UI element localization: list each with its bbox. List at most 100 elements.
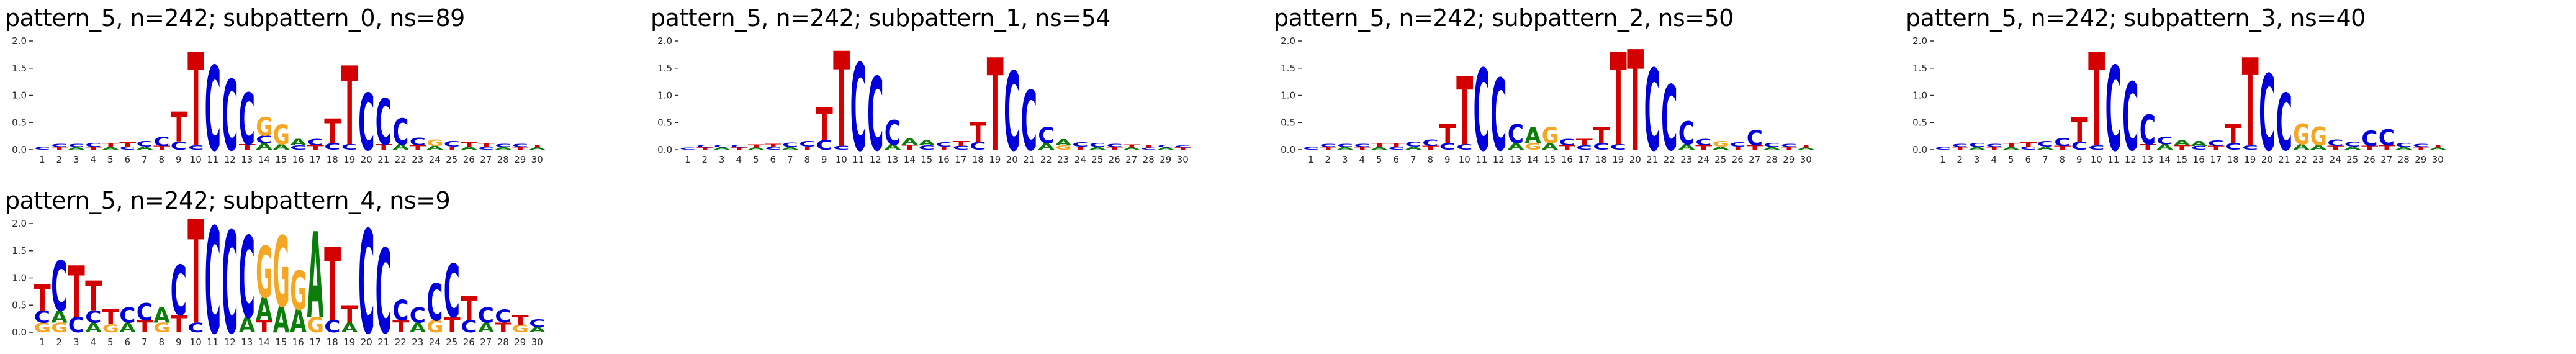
logo-letter-T: T bbox=[478, 142, 495, 148]
x-tick-label: 18 bbox=[327, 154, 338, 165]
logo-letter-T: T bbox=[2361, 145, 2379, 151]
x-tick-label: 23 bbox=[412, 154, 423, 165]
logo-letter-C: C bbox=[1610, 143, 1626, 152]
x-tick-label: 23 bbox=[1057, 154, 1069, 165]
logo-svg: 0.00.51.01.52.01 2 3 4 5 6 7 8 9 10 11 12 13 14 15 16 17… bbox=[1912, 27, 2447, 178]
x-tick-label: 13 bbox=[241, 154, 253, 165]
logo-letter-A: A bbox=[2003, 146, 2020, 150]
x-tick-label: 6 bbox=[124, 337, 130, 348]
x-tick-label: 3 bbox=[1974, 154, 1980, 165]
logo-letter-C: C bbox=[410, 135, 426, 148]
logo-letter-A: A bbox=[273, 143, 290, 152]
logo-letter-C: C bbox=[290, 145, 306, 152]
logo-letter-A: A bbox=[119, 320, 137, 336]
logo-letter-A: A bbox=[2174, 138, 2191, 147]
x-tick-label: 19 bbox=[343, 337, 355, 348]
logo-letter-G: G bbox=[426, 317, 443, 337]
x-tick-label: 24 bbox=[1698, 154, 1709, 165]
logo-letter-A: A bbox=[102, 146, 119, 150]
logo-letter-T: T bbox=[816, 98, 833, 150]
logo-letter-C: C bbox=[885, 113, 901, 153]
logo-letter-G: G bbox=[1055, 144, 1072, 151]
logo-letter-A: A bbox=[1763, 146, 1780, 150]
logo-letter-T: T bbox=[2242, 34, 2259, 170]
x-tick-label: 13 bbox=[241, 337, 253, 348]
logo-letter-T: T bbox=[444, 313, 461, 337]
logo-letter-A: A bbox=[290, 304, 307, 340]
x-tick-label: 6 bbox=[2025, 154, 2031, 165]
logo-letter-T: T bbox=[2020, 141, 2037, 148]
y-tick-label: 0.0 bbox=[12, 327, 27, 338]
logo-letter-C: C bbox=[1729, 141, 1745, 148]
logo-letter-T: T bbox=[85, 272, 102, 320]
logo-letter-C: C bbox=[1174, 145, 1191, 148]
logo-letter-T: T bbox=[461, 141, 477, 148]
x-tick-label: 26 bbox=[1109, 154, 1120, 165]
y-tick-label: 1.5 bbox=[1281, 63, 1295, 74]
y-tick-label: 0.5 bbox=[1281, 117, 1295, 128]
logo-letter-T: T bbox=[1371, 142, 1389, 148]
logo-letter-A: A bbox=[1337, 146, 1354, 150]
x-tick-label: 27 bbox=[2380, 154, 2392, 165]
x-tick-label: 5 bbox=[107, 337, 114, 348]
sequence-logo-plot: 0.0 0.5 1.0 1.5 2.0 1 2 3 4 5 6 7 8 9 10 11 12 13 14 15 16 17… bbox=[651, 25, 1271, 179]
x-tick-label: 12 bbox=[224, 337, 236, 348]
logo-letter-A: A bbox=[461, 145, 478, 150]
logo-letter-C: C bbox=[1490, 59, 1506, 170]
x-tick-label: 6 bbox=[770, 154, 776, 165]
y-tick-label: 1.5 bbox=[12, 63, 27, 74]
x-tick-label: 27 bbox=[480, 154, 492, 165]
x-tick-label: 8 bbox=[158, 337, 164, 348]
logo-letter-T: T bbox=[2003, 142, 2020, 148]
x-tick-label: 10 bbox=[2091, 154, 2102, 165]
x-tick-label: 14 bbox=[258, 154, 270, 165]
logo-letter-C: C bbox=[1747, 127, 1763, 151]
x-tick-label: 9 bbox=[1444, 154, 1451, 165]
logo-letter-C: C bbox=[444, 249, 460, 335]
logo-letter-C: C bbox=[2413, 143, 2429, 148]
logo-letter-T: T bbox=[85, 146, 102, 150]
logo-letter-C: C bbox=[137, 299, 153, 327]
logo-letter-C: C bbox=[1661, 67, 1677, 170]
x-tick-label: 12 bbox=[2125, 154, 2137, 165]
x-tick-label: 19 bbox=[343, 154, 355, 165]
logo-letter-C: C bbox=[731, 144, 747, 148]
logo-letter-G: G bbox=[426, 138, 443, 148]
logo-letter-C: C bbox=[2156, 135, 2173, 147]
logo-letter-G: G bbox=[51, 320, 68, 336]
logo-letter-G: G bbox=[34, 320, 51, 336]
logo-letter-A: A bbox=[714, 147, 731, 150]
y-tick-label: 1.5 bbox=[657, 63, 672, 74]
x-tick-label: 5 bbox=[107, 154, 114, 165]
logo-letter-T: T bbox=[2054, 145, 2071, 151]
logo-letter-A: A bbox=[529, 325, 546, 334]
logo-letter-T: T bbox=[153, 145, 171, 151]
logo-letter-A: A bbox=[1524, 123, 1541, 149]
logo-svg: 0.00.51.01.52.01 2 3 4 5 6 7 8 9 10 11 12 13 14 15 16 17… bbox=[657, 25, 1192, 179]
x-tick-label: 29 bbox=[2415, 154, 2426, 165]
x-tick-label: 11 bbox=[852, 154, 864, 165]
x-tick-label: 14 bbox=[258, 337, 270, 348]
logo-letter-C: C bbox=[68, 143, 84, 148]
y-tick-label: 1.5 bbox=[1912, 63, 1927, 74]
sequence-logo-plot: 0.0 0.5 1.0 1.5 2.0 1 2 3 4 5 6 7 8 9 10 11 12 13 14 15 16 17… bbox=[5, 27, 626, 178]
logo-svg: 0.00.51.01.52.01 2 3 4 5 6 7 8 9 10 11 12 13 14 15 16 17… bbox=[12, 27, 546, 178]
logo-letter-C: C bbox=[239, 216, 255, 344]
y-tick-label: 0.5 bbox=[12, 117, 27, 128]
logo-letter-A: A bbox=[410, 320, 427, 336]
x-tick-label: 17 bbox=[955, 154, 966, 165]
logo-letter-G: G bbox=[256, 112, 272, 142]
logo-letter-A: A bbox=[748, 147, 765, 150]
logo-letter-A: A bbox=[2430, 147, 2446, 150]
logo-letter-T: T bbox=[953, 140, 970, 148]
x-tick-label: 10 bbox=[1459, 154, 1470, 165]
logo-letter-A: A bbox=[290, 137, 307, 147]
logo-letter-C: C bbox=[376, 86, 392, 160]
x-tick-label: 6 bbox=[1393, 154, 1399, 165]
logo-letter-T: T bbox=[2413, 146, 2430, 150]
logo-letter-T: T bbox=[748, 143, 765, 148]
x-tick-label: 5 bbox=[753, 154, 759, 165]
logo-letter-T: T bbox=[2174, 144, 2191, 151]
logo-letter-A: A bbox=[2037, 145, 2055, 150]
